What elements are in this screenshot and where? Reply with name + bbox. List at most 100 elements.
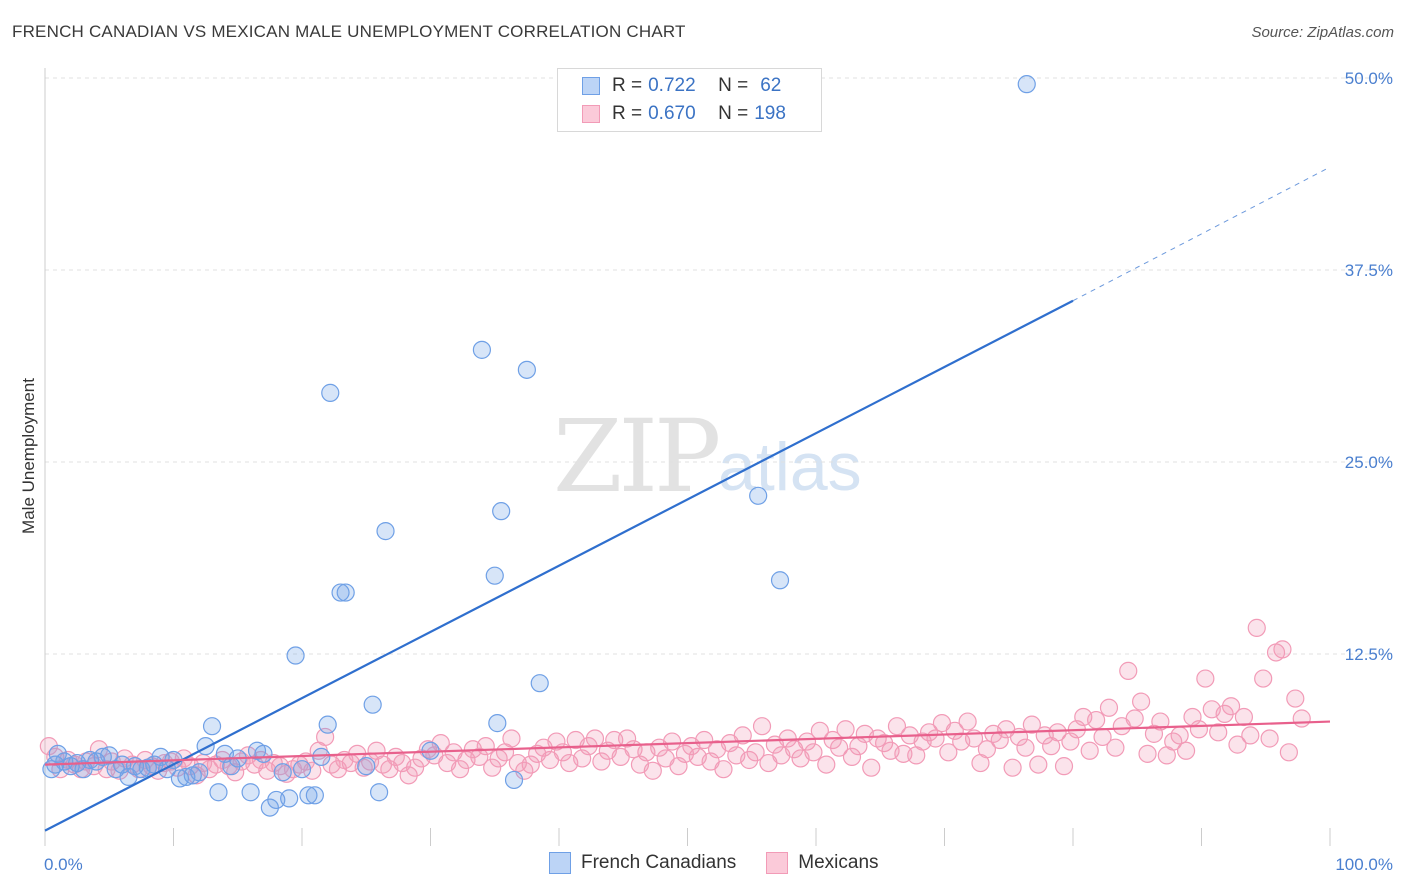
point-mexicans: [502, 729, 521, 748]
point-mexicans: [585, 729, 605, 748]
point-french-canadians: [312, 747, 331, 767]
y-tick-label: 25.0%: [1345, 453, 1393, 472]
point-mexicans: [1196, 669, 1215, 688]
bottom-legend-item-mexicans: Mexicans: [766, 852, 879, 874]
point-mexicans: [1087, 710, 1106, 730]
point-mexicans: [1170, 726, 1189, 745]
point-mexicans: [926, 729, 945, 748]
point-mexicans: [450, 760, 470, 779]
x-tick-label: 0.0%: [44, 855, 83, 874]
point-french-canadians: [530, 674, 549, 693]
point-mexicans: [958, 712, 977, 731]
point-french-canadians: [504, 770, 524, 790]
point-french-canadians: [357, 757, 376, 776]
source-label: Source: ZipAtlas.com: [1251, 24, 1394, 41]
point-mexicans: [1228, 735, 1247, 754]
point-french-canadians: [299, 786, 318, 805]
point-mexicans: [1247, 618, 1266, 637]
point-french-canadians: [492, 502, 511, 521]
y-tick-label: 12.5%: [1345, 645, 1393, 664]
legend-n-label: N =: [718, 75, 749, 96]
point-mexicans: [1099, 698, 1119, 717]
point-french-canadians: [93, 747, 112, 767]
point-mexicans: [662, 732, 682, 751]
point-mexicans: [1132, 692, 1151, 711]
point-mexicans: [547, 732, 566, 751]
legend-r-value: 0.722: [648, 75, 696, 96]
point-mexicans: [939, 743, 958, 762]
point-mexicans: [643, 761, 662, 780]
point-french-canadians: [331, 583, 350, 602]
point-mexicans: [200, 760, 219, 779]
bottom-legend-label: Mexicans: [798, 852, 879, 873]
point-mexicans: [1138, 744, 1157, 763]
point-mexicans: [618, 729, 637, 748]
bottom-legend-swatch-french-canadians: [549, 852, 571, 874]
legend-r-label: R =: [612, 75, 643, 96]
trendline-mexicans: [44, 720, 1331, 766]
legend-n-value: 198: [754, 103, 786, 124]
bottom-legend-swatch-mexicans: [766, 852, 789, 874]
point-mexicans: [1221, 697, 1241, 716]
trendline-french-canadians: [44, 299, 1074, 832]
legend-row-mexicans: R = 0.670 N = 198: [582, 101, 786, 127]
point-mexicans: [483, 758, 502, 777]
point-mexicans: [887, 717, 907, 736]
bottom-legend-item-french-canadians: French Canadians: [549, 852, 736, 874]
point-mexicans: [1273, 640, 1292, 659]
legend-swatch-french-canadians: [582, 77, 600, 95]
legend-r-label: R =: [612, 103, 643, 124]
point-mexicans: [405, 758, 425, 777]
point-french-canadians: [286, 646, 305, 665]
point-mexicans: [830, 738, 849, 757]
point-french-canadians: [318, 715, 337, 734]
point-mexicans: [1189, 720, 1209, 739]
point-mexicans: [1016, 738, 1035, 757]
point-mexicans: [1260, 729, 1279, 748]
x-tick-label: 100.0%: [1335, 855, 1393, 874]
point-mexicans: [797, 732, 817, 751]
point-mexicans: [746, 743, 765, 762]
point-french-canadians: [485, 566, 504, 585]
point-mexicans: [1241, 726, 1260, 745]
point-mexicans: [1176, 741, 1196, 760]
point-mexicans: [1054, 757, 1074, 776]
point-mexicans: [1151, 712, 1170, 731]
point-french-canadians: [488, 714, 507, 733]
legend-n-label: N =: [718, 103, 749, 124]
point-french-canadians: [202, 717, 222, 736]
point-mexicans: [862, 758, 881, 777]
point-french-canadians: [376, 522, 395, 541]
y-tick-label: 37.5%: [1345, 261, 1393, 280]
legend-r-value: 0.670: [648, 103, 696, 124]
point-french-canadians: [363, 695, 382, 714]
point-mexicans: [1286, 689, 1305, 708]
point-mexicans: [842, 747, 862, 767]
point-mexicans: [1029, 755, 1048, 774]
point-mexicans: [1234, 707, 1254, 727]
point-mexicans: [836, 720, 855, 739]
watermark-atlas: atlas: [718, 429, 862, 505]
point-french-canadians: [336, 583, 355, 602]
trendline-french-canadians-extension: [1072, 166, 1331, 302]
point-french-canadians: [472, 340, 491, 359]
point-mexicans: [1048, 723, 1067, 742]
point-french-canadians: [517, 360, 536, 379]
point-mexicans: [990, 730, 1009, 750]
point-mexicans: [977, 740, 997, 759]
point-mexicans: [1279, 743, 1298, 762]
point-french-canadians: [305, 786, 324, 805]
point-mexicans: [1022, 715, 1041, 734]
point-mexicans: [1119, 661, 1138, 680]
point-mexicans: [470, 747, 489, 767]
point-french-canadians: [370, 783, 389, 802]
legend: R = 0.722 N = 62 R = 0.670 N = 198: [557, 68, 822, 132]
point-mexicans: [1125, 709, 1144, 728]
point-french-canadians: [770, 571, 790, 590]
point-mexicans: [1254, 669, 1273, 688]
point-mexicans: [695, 730, 714, 750]
point-mexicans: [592, 752, 611, 771]
point-mexicans: [733, 726, 752, 745]
point-mexicans: [817, 755, 836, 774]
